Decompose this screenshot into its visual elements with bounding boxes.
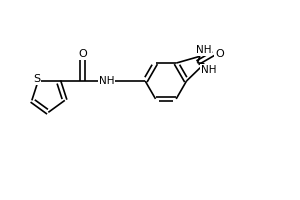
Text: O: O xyxy=(215,49,224,59)
Text: NH: NH xyxy=(99,76,114,86)
Text: O: O xyxy=(78,49,87,59)
Text: NH: NH xyxy=(201,65,216,75)
Text: S: S xyxy=(33,74,40,84)
Text: NH: NH xyxy=(196,45,212,55)
